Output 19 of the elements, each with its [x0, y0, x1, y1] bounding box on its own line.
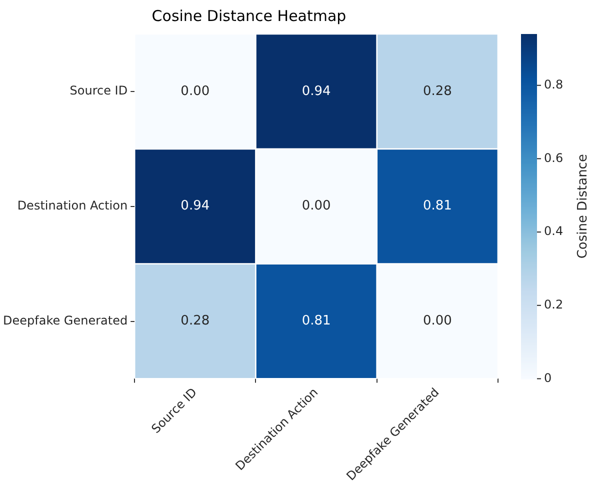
chart-title: Cosine Distance Heatmap — [152, 6, 346, 25]
color-bar-label: 0.4 — [544, 224, 564, 238]
data-label: 0.94 — [180, 198, 210, 214]
data-label: 0.00 — [422, 314, 452, 329]
color-bar-label: 0.2 — [544, 298, 564, 312]
y-tick-label: Deepfake Generated — [2, 313, 128, 328]
data-label: 0.28 — [422, 84, 452, 99]
data-label: 0.81 — [422, 198, 452, 214]
color-bar-label: 0 — [544, 370, 552, 385]
color-bar-label: 0.6 — [544, 150, 564, 165]
color-bar-title: Cosine Distance — [575, 154, 589, 259]
y-tick-label: Source ID — [70, 84, 128, 98]
data-label: 0.28 — [180, 314, 210, 329]
data-label: 0.94 — [302, 84, 331, 99]
data-label: 0.81 — [302, 314, 331, 329]
color-bar-label: 0.8 — [544, 77, 564, 92]
data-label: 0.00 — [180, 84, 210, 99]
data-label: 0.00 — [302, 198, 331, 214]
y-tick-label: Destination Action — [17, 198, 128, 212]
